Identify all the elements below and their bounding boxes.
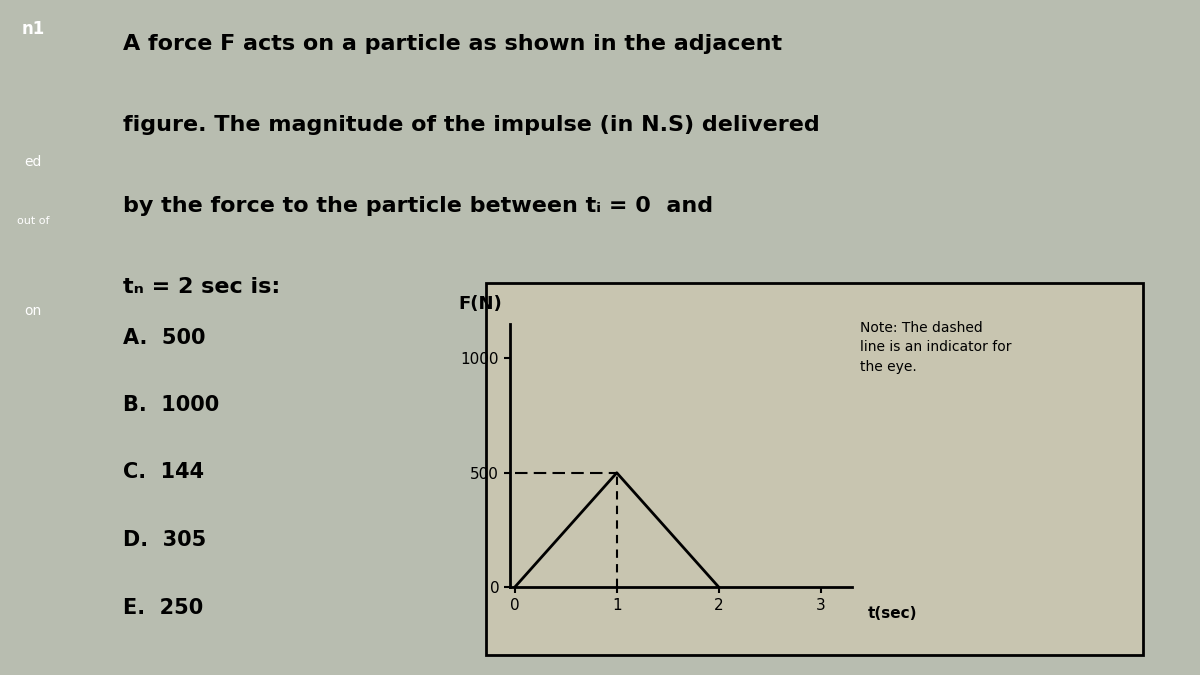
- Text: A.  500: A. 500: [122, 327, 205, 348]
- FancyBboxPatch shape: [486, 284, 1144, 655]
- Text: by the force to the particle between tᵢ = 0  and: by the force to the particle between tᵢ …: [122, 196, 713, 216]
- Text: E.  250: E. 250: [122, 597, 203, 618]
- Text: F(N): F(N): [458, 296, 502, 313]
- Text: B.  1000: B. 1000: [122, 395, 218, 415]
- Text: t(sec): t(sec): [868, 605, 917, 621]
- Text: ed: ed: [24, 155, 42, 169]
- Text: n1: n1: [22, 20, 44, 38]
- Text: on: on: [24, 304, 42, 318]
- Text: figure. The magnitude of the impulse (in N.S) delivered: figure. The magnitude of the impulse (in…: [122, 115, 820, 135]
- Text: A force F acts on a particle as shown in the adjacent: A force F acts on a particle as shown in…: [122, 34, 782, 54]
- Text: D.  305: D. 305: [122, 530, 206, 550]
- Text: Note: The dashed
line is an indicator for
the eye.: Note: The dashed line is an indicator fo…: [860, 321, 1012, 374]
- Text: out of: out of: [17, 216, 49, 226]
- Text: C.  144: C. 144: [122, 462, 204, 483]
- Text: tₙ = 2 sec is:: tₙ = 2 sec is:: [122, 277, 280, 297]
